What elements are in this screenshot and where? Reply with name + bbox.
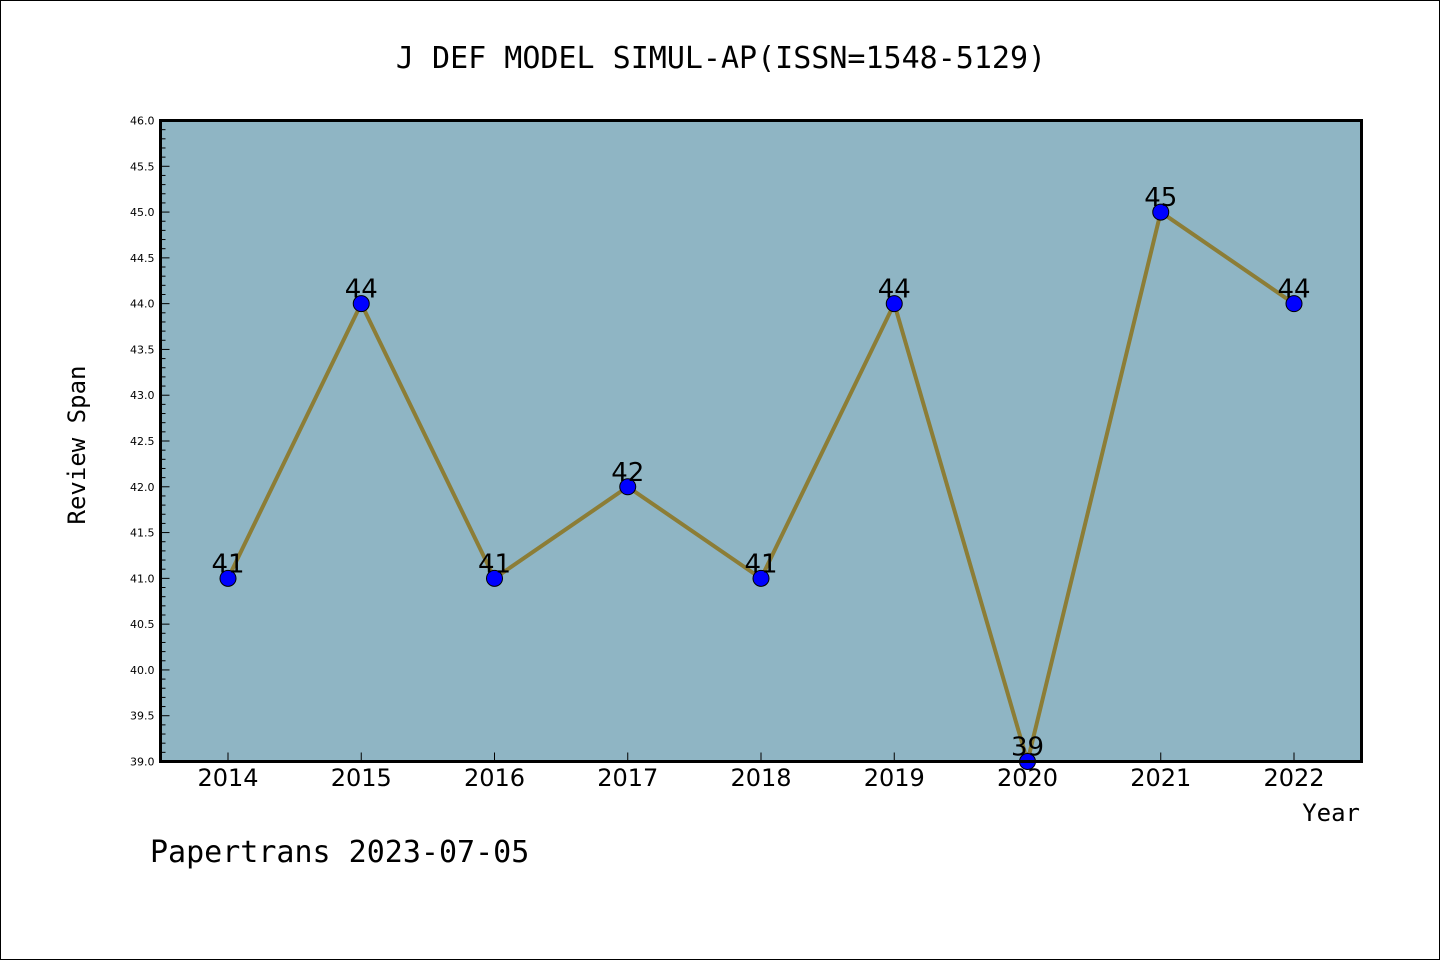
y-tick-label: 44.5 xyxy=(130,252,155,265)
y-axis: 39.0 39.5 40.0 40.5 41.0 41.5 42.0 42.5 43.0 43.5… xyxy=(130,115,170,769)
y-axis-label: Review Span xyxy=(63,366,91,525)
plot-border xyxy=(159,119,1363,763)
y-tick-label: 44.0 xyxy=(130,298,155,311)
y-tick-label: 43.5 xyxy=(130,343,155,356)
x-axis-label: Year xyxy=(1302,799,1360,827)
data-label: 42 xyxy=(611,458,644,488)
footer-note: Papertrans 2023-07-05 xyxy=(150,835,530,870)
x-axis: 2014 2015 2016 2017 2018 2019 2020 2021 2022 xyxy=(197,752,1325,792)
y-tick-label: 41.5 xyxy=(130,527,155,540)
data-label: 45 xyxy=(1144,183,1177,213)
data-label: 44 xyxy=(878,275,911,305)
y-tick-label: 42.0 xyxy=(130,481,155,494)
y-tick-label: 40.0 xyxy=(130,664,155,677)
y-tick-label: 46.0 xyxy=(130,115,155,128)
x-tick-label: 2018 xyxy=(730,764,791,792)
x-tick-label: 2017 xyxy=(597,764,658,792)
y-tick-label: 45.5 xyxy=(130,160,155,173)
y-tick-label: 45.0 xyxy=(130,206,155,219)
data-point xyxy=(1285,295,1303,313)
data-label: 44 xyxy=(1277,275,1310,305)
data-label: 39 xyxy=(1011,733,1044,763)
y-tick-label: 43.0 xyxy=(130,389,155,402)
data-labels: 41 44 41 42 41 44 39 45 44 xyxy=(211,183,1310,762)
data-point xyxy=(1152,203,1170,221)
y-tick-label: 40.5 xyxy=(130,618,155,631)
x-tick-label: 2015 xyxy=(331,764,392,792)
plot-area xyxy=(160,120,1362,762)
chart-title: J DEF MODEL SIMUL-AP(ISSN=1548-5129) xyxy=(396,41,1046,76)
y-tick-label: 42.5 xyxy=(130,435,155,448)
y-tick-label: 39.5 xyxy=(130,710,155,723)
x-tick-label: 2016 xyxy=(464,764,525,792)
x-tick-label: 2019 xyxy=(864,764,925,792)
y-tick-label: 39.0 xyxy=(130,756,155,769)
data-point xyxy=(486,569,503,587)
data-label: 44 xyxy=(345,275,378,305)
data-point xyxy=(352,295,370,313)
data-label: 41 xyxy=(478,549,511,579)
x-tick-label: 2022 xyxy=(1263,764,1324,792)
x-tick-label: 2021 xyxy=(1130,764,1191,792)
data-label: 41 xyxy=(211,549,244,579)
data-point xyxy=(885,295,903,313)
data-point xyxy=(219,569,237,587)
data-point xyxy=(619,478,637,496)
x-tick-label: 2014 xyxy=(197,764,258,792)
data-point xyxy=(752,569,770,587)
series-1 xyxy=(219,203,1303,770)
y-tick-label: 41.0 xyxy=(130,572,155,585)
data-label: 41 xyxy=(744,549,777,579)
